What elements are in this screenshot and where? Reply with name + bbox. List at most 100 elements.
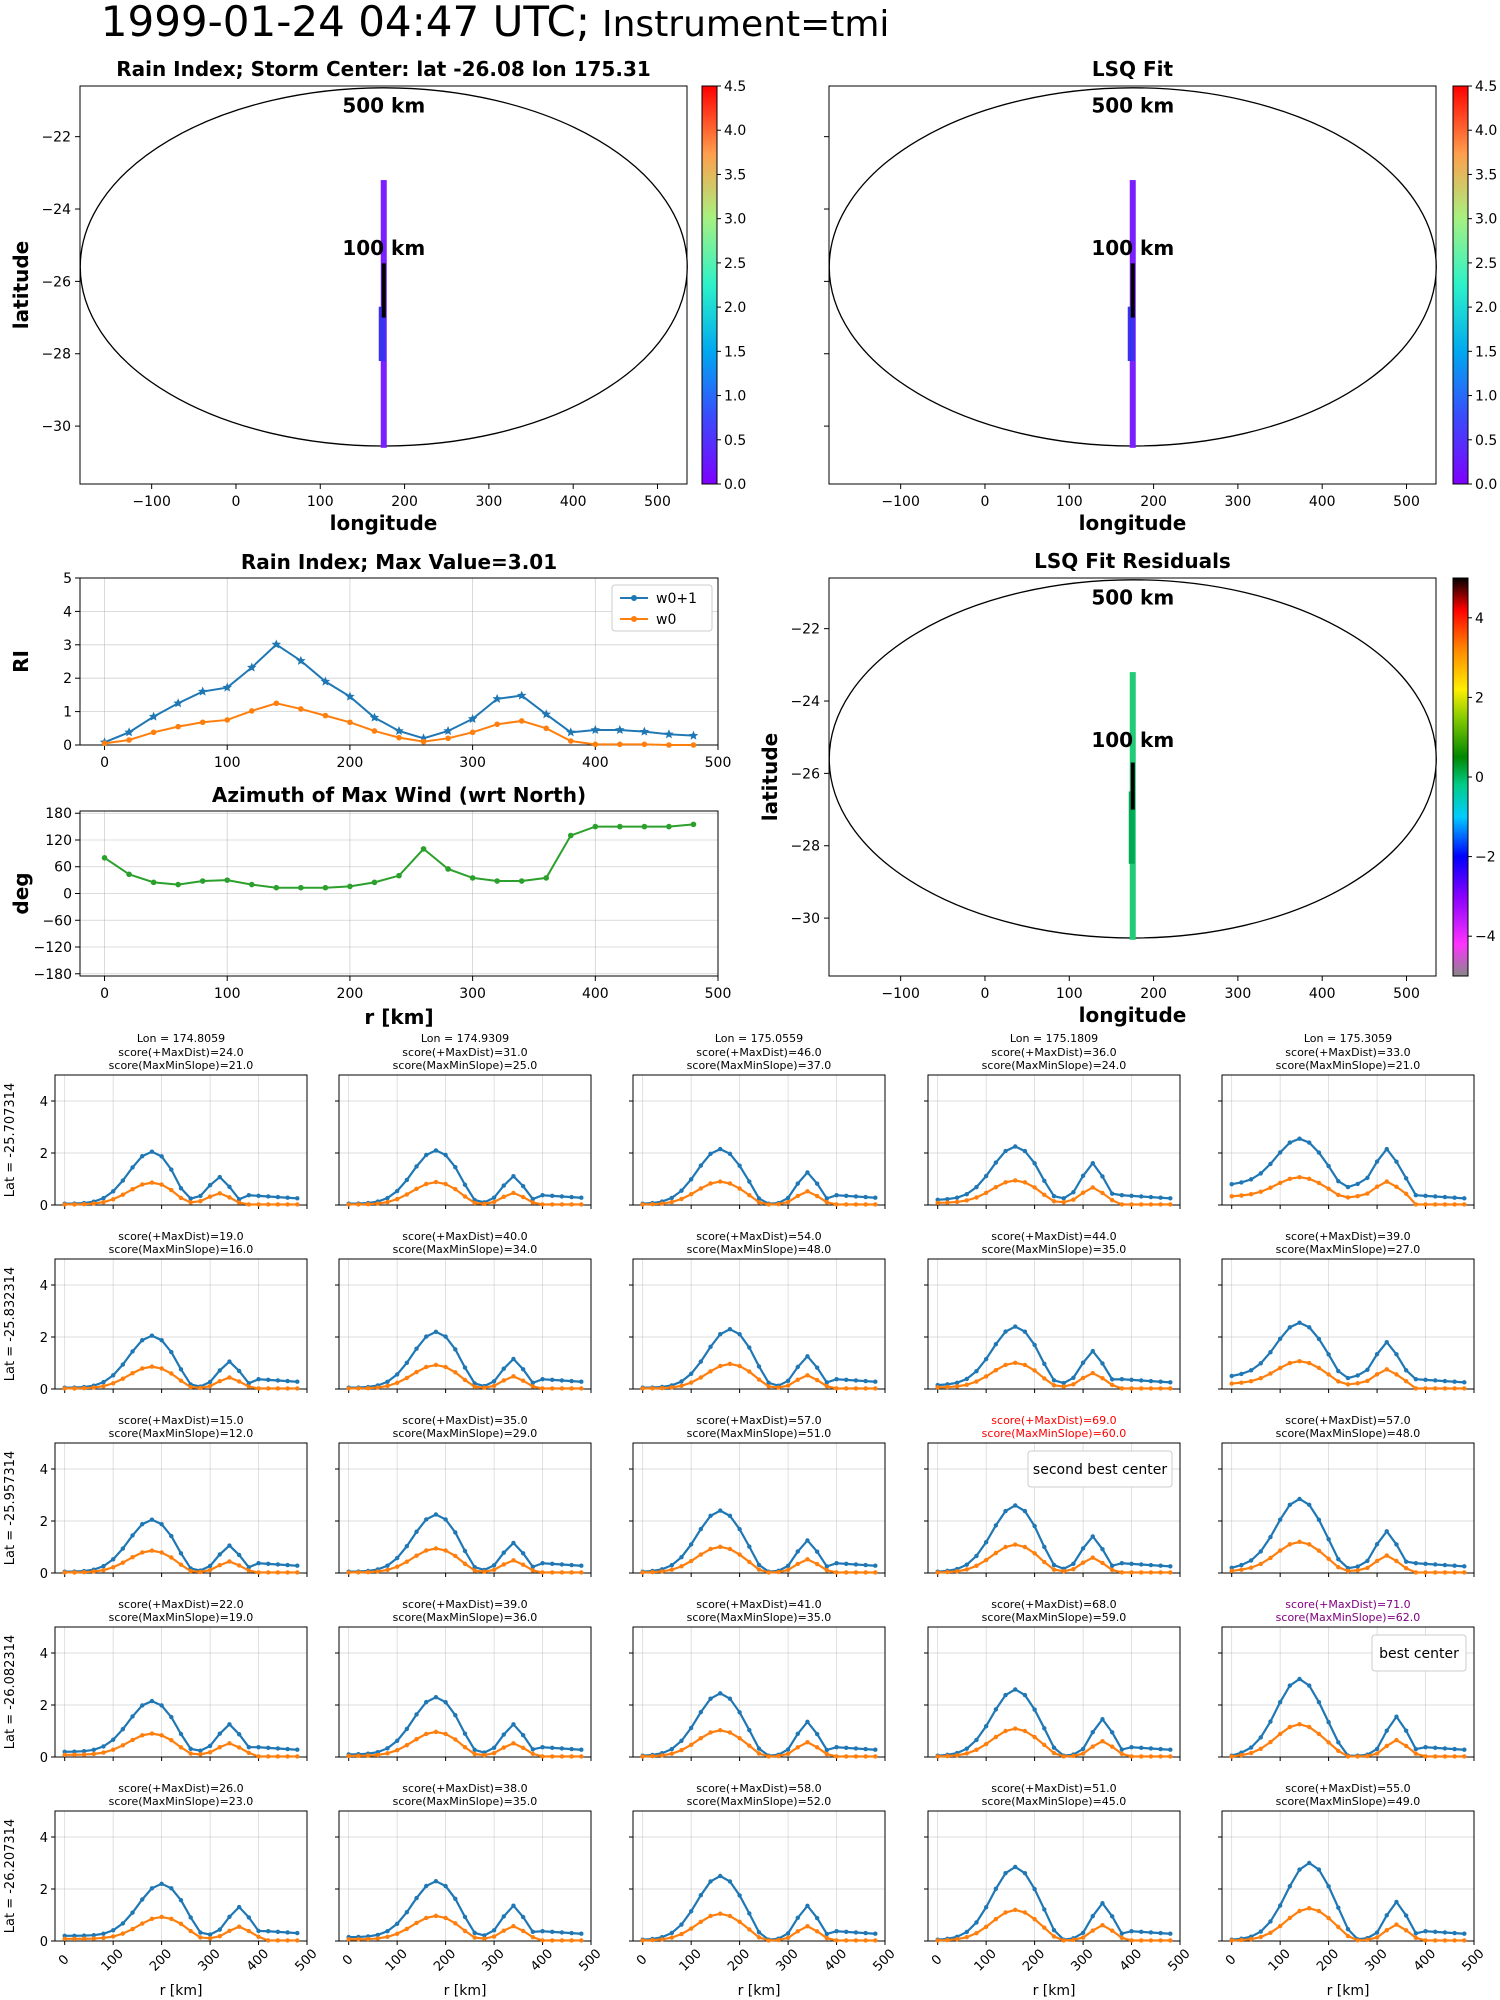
row-lat-label: Lat = -25.832314: [3, 1267, 18, 1381]
data-point: [1248, 1368, 1254, 1373]
data-point: [445, 866, 451, 872]
data-point: [322, 712, 329, 719]
data-point: [1355, 1373, 1360, 1378]
data-point: [1403, 1176, 1409, 1181]
data-point: [569, 1378, 574, 1384]
data-point: [1326, 1556, 1331, 1562]
data-point: [795, 1915, 800, 1921]
data-point: [101, 1567, 106, 1573]
data-point: [1158, 1754, 1163, 1759]
data-point: [433, 1329, 439, 1335]
data-point: [150, 729, 157, 736]
data-point: [1022, 1544, 1028, 1550]
data-point: [679, 1379, 684, 1384]
data-point: [1365, 1175, 1370, 1181]
data-point: [198, 1569, 203, 1575]
data-point: [511, 1741, 516, 1746]
x-tick-label: 200: [1140, 494, 1167, 510]
data-point: [1433, 1194, 1438, 1199]
data-point: [130, 1165, 135, 1170]
y-tick-label: −30: [41, 419, 71, 435]
data-point: [472, 1568, 477, 1573]
data-point: [414, 1920, 419, 1926]
data-point: [756, 1567, 762, 1572]
data-point: [1413, 1751, 1419, 1756]
data-point: [747, 1743, 752, 1748]
x-tick-label: 300: [476, 494, 503, 510]
panel-area: [339, 1443, 591, 1573]
y-tick-label: −26: [41, 274, 71, 290]
data-point: [954, 1569, 960, 1574]
data-point: [853, 1194, 859, 1199]
data-point: [1051, 1750, 1057, 1756]
data-point: [805, 1903, 810, 1909]
grid-panel-r3-c1: 024score(+MaxDist)=15.0score(MaxMinSlope…: [3, 1414, 308, 1582]
data-point: [964, 1376, 969, 1382]
data-point: [385, 1383, 390, 1389]
data-point: [1316, 1908, 1322, 1914]
data-point: [1129, 1745, 1134, 1750]
panel-area: [633, 1075, 885, 1205]
data-point: [1129, 1561, 1134, 1567]
row-lat-label: Lat = -25.957314: [3, 1451, 18, 1565]
data-point: [559, 1386, 565, 1391]
data-point: [120, 1727, 126, 1732]
colorbar-tick-label: 3.0: [1475, 212, 1497, 228]
panel-frame: [927, 1810, 1181, 1942]
data-point: [1384, 1339, 1389, 1345]
data-point: [91, 1201, 96, 1206]
score-maxdist: score(+MaxDist)=46.0: [696, 1046, 821, 1059]
data-point: [1129, 1386, 1134, 1391]
data-point: [1355, 1568, 1360, 1573]
data-point: [1316, 1365, 1322, 1371]
data-point: [1423, 1929, 1428, 1934]
data-point: [494, 721, 500, 728]
data-point: [737, 1919, 742, 1925]
data-point: [188, 1746, 193, 1752]
data-point: [1032, 1886, 1037, 1892]
data-point: [974, 1563, 979, 1569]
y-tick-label: 3: [63, 638, 72, 654]
data-point: [1080, 1190, 1086, 1195]
data-point: [236, 1745, 242, 1750]
data-point: [385, 1195, 390, 1201]
x-tick-label: 0: [1223, 1952, 1239, 1968]
data-point: [1051, 1745, 1057, 1750]
data-point: [579, 1202, 584, 1207]
data-point: [285, 1195, 290, 1200]
data-point: [935, 1570, 940, 1575]
data-point: [1158, 1202, 1163, 1207]
data-point: [1355, 1181, 1360, 1187]
data-point: [659, 1569, 665, 1574]
data-point: [101, 1199, 106, 1205]
data-point: [785, 1383, 791, 1388]
data-point: [795, 1181, 800, 1186]
data-point: [101, 1563, 106, 1569]
y-tick-label: 5: [63, 571, 72, 587]
data-point: [727, 1913, 733, 1919]
data-point: [747, 1192, 752, 1198]
data-point: [756, 1196, 762, 1201]
score-maxminslope: score(MaxMinSlope)=36.0: [393, 1611, 538, 1624]
data-point: [1239, 1380, 1244, 1385]
map-ylabel: latitude: [758, 733, 782, 821]
data-point: [101, 1379, 106, 1385]
score-maxminslope: score(MaxMinSlope)=45.0: [982, 1795, 1127, 1808]
data-point: [540, 1386, 545, 1391]
data-point: [227, 1928, 232, 1934]
data-point: [295, 1202, 300, 1207]
data-point: [256, 1934, 261, 1939]
data-point: [285, 1378, 290, 1384]
data-point: [371, 879, 378, 886]
data-point: [453, 1530, 458, 1535]
data-point: [617, 741, 623, 748]
data-point: [404, 1743, 410, 1748]
data-point: [550, 1938, 555, 1943]
data-point: [1336, 1564, 1341, 1570]
data-point: [511, 1722, 516, 1727]
y-tick-label: 0: [40, 1383, 48, 1398]
data-point: [1003, 1728, 1008, 1734]
data-point: [844, 1561, 849, 1567]
